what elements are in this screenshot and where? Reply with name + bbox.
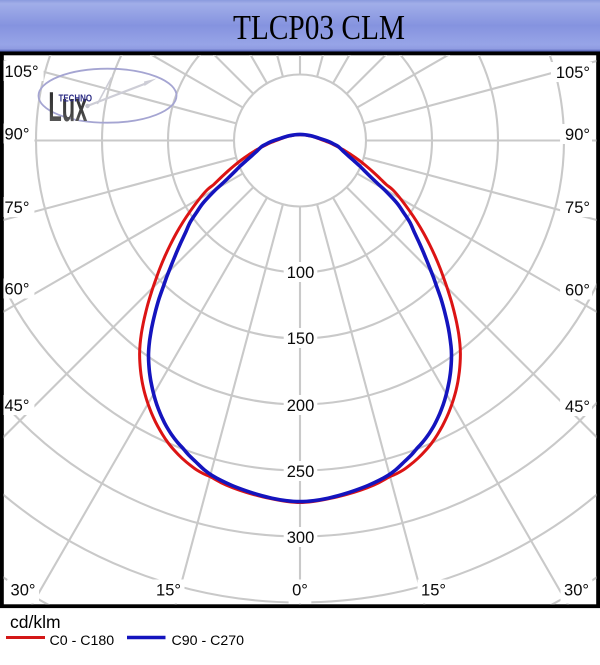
- svg-text:15°: 15°: [421, 581, 446, 599]
- svg-text:60°: 60°: [5, 280, 30, 298]
- svg-text:300: 300: [287, 529, 315, 547]
- svg-text:105°: 105°: [5, 63, 39, 81]
- svg-text:60°: 60°: [565, 281, 590, 299]
- svg-text:30°: 30°: [564, 581, 589, 599]
- svg-text:90°: 90°: [5, 125, 30, 143]
- svg-text:30°: 30°: [11, 581, 36, 599]
- svg-text:250: 250: [287, 463, 315, 481]
- svg-text:TLCP03 CLM: TLCP03 CLM: [233, 8, 405, 47]
- svg-text:90°: 90°: [565, 126, 590, 144]
- svg-text:0°: 0°: [292, 581, 308, 599]
- svg-text:45°: 45°: [565, 398, 590, 416]
- svg-text:C0 - C180: C0 - C180: [50, 633, 115, 649]
- svg-text:100: 100: [287, 264, 315, 282]
- svg-text:TECHNO: TECHNO: [59, 93, 93, 104]
- svg-text:cd/klm: cd/klm: [10, 612, 61, 632]
- svg-text:200: 200: [287, 397, 315, 415]
- svg-text:C90 - C270: C90 - C270: [172, 633, 245, 649]
- svg-text:Lux: Lux: [48, 84, 87, 130]
- svg-text:75°: 75°: [565, 199, 590, 217]
- svg-text:45°: 45°: [5, 397, 30, 415]
- svg-text:105°: 105°: [556, 64, 590, 82]
- svg-text:15°: 15°: [156, 581, 181, 599]
- svg-text:150: 150: [287, 330, 315, 348]
- svg-text:75°: 75°: [5, 199, 30, 217]
